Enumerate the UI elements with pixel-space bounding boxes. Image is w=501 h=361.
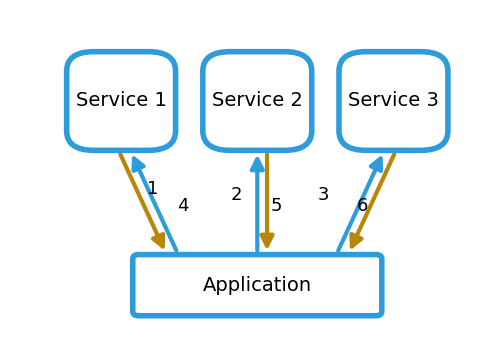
FancyBboxPatch shape [67,52,175,150]
Text: Service 1: Service 1 [76,91,166,110]
Text: Application: Application [202,276,311,295]
Text: Service 3: Service 3 [347,91,438,110]
Text: 4: 4 [177,197,189,215]
Text: 6: 6 [356,197,367,215]
Text: 3: 3 [317,186,329,204]
FancyBboxPatch shape [338,52,447,150]
Text: 5: 5 [271,197,282,215]
FancyBboxPatch shape [202,52,311,150]
Text: 2: 2 [230,186,241,204]
Text: 1: 1 [146,180,158,198]
Text: Service 2: Service 2 [211,91,302,110]
FancyBboxPatch shape [132,255,381,316]
